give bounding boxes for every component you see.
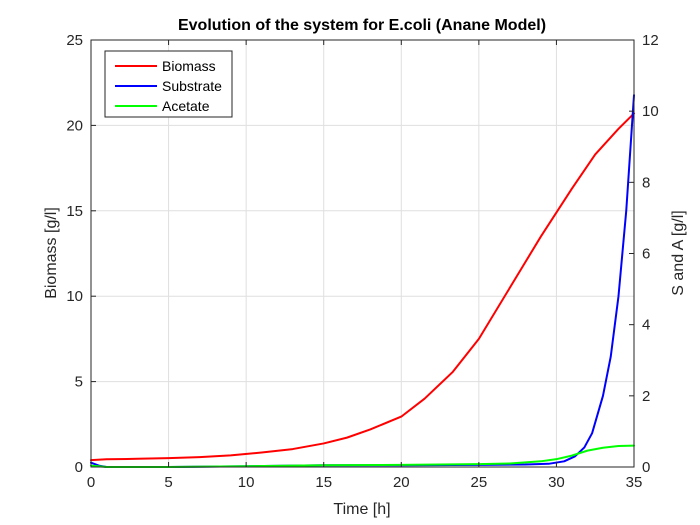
y-left-tick-label: 25 — [66, 32, 83, 49]
y-left-tick-label: 20 — [66, 117, 83, 134]
x-tick-label: 20 — [393, 474, 410, 491]
y-left-tick-label: 10 — [66, 288, 83, 305]
y-left-tick-label: 0 — [75, 459, 83, 476]
y-right-tick-label: 4 — [642, 317, 650, 334]
legend-label-substrate: Substrate — [162, 78, 222, 94]
x-tick-label: 5 — [164, 474, 172, 491]
y-right-tick-label: 8 — [642, 174, 650, 191]
x-tick-label: 10 — [238, 474, 255, 491]
x-tick-label: 0 — [87, 474, 95, 491]
y-left-axis-title: Biomass [g/l] — [43, 207, 60, 299]
legend: Biomass Substrate Acetate — [104, 50, 233, 118]
legend-label-acetate: Acetate — [162, 98, 210, 114]
x-axis-title: Time [h] — [333, 501, 390, 518]
y-left-tick-label: 15 — [66, 203, 83, 220]
y-right-tick-label: 6 — [642, 246, 650, 263]
legend-label-biomass: Biomass — [162, 58, 216, 74]
x-tick-label: 30 — [548, 474, 565, 491]
y-left-tick-label: 5 — [75, 374, 83, 391]
x-tick-label: 15 — [315, 474, 332, 491]
chart-title: Evolution of the system for E.coli (Anan… — [178, 17, 546, 34]
y-right-axis-title: S and A [g/l] — [670, 210, 687, 295]
y-right-tick-label: 10 — [642, 103, 659, 120]
x-tick-label: 25 — [471, 474, 488, 491]
y-right-tick-label: 12 — [642, 32, 659, 49]
y-right-tick-label: 0 — [642, 459, 650, 476]
y-right-tick-label: 2 — [642, 388, 650, 405]
series-line-biomass — [90, 112, 635, 462]
x-tick-label: 35 — [626, 474, 643, 491]
